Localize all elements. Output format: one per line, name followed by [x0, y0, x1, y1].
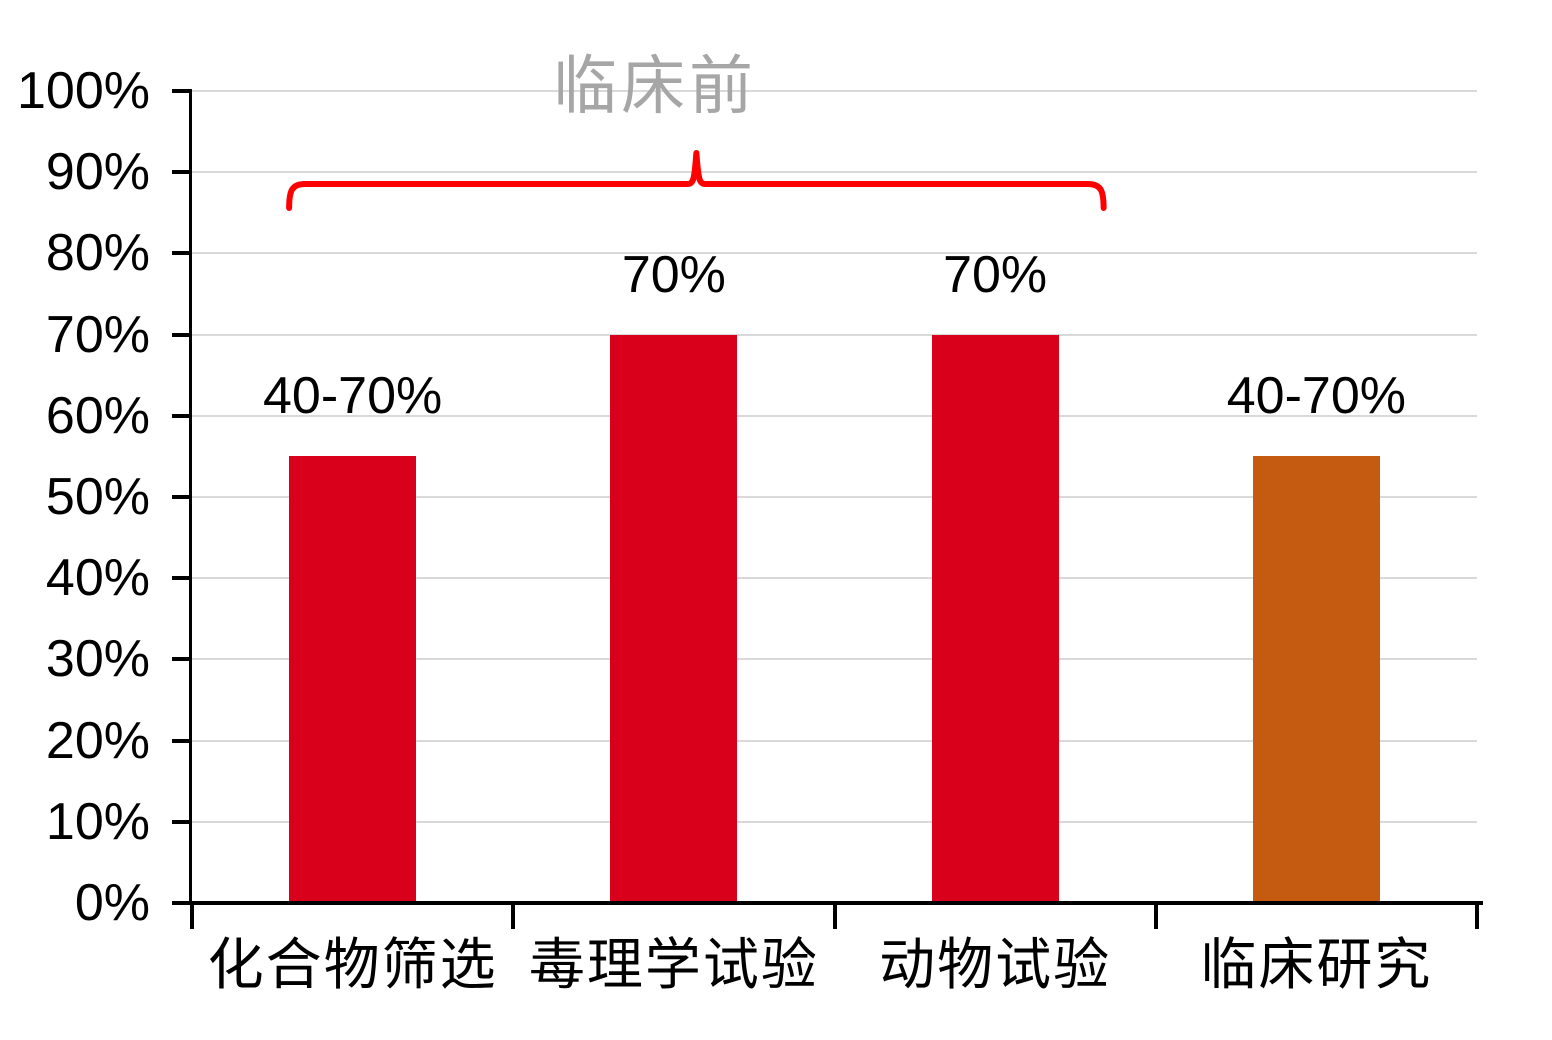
y-axis-tick-label: 80% [45, 224, 150, 283]
y-axis-tick-label: 50% [45, 468, 150, 526]
y-axis-tick-label: 40% [45, 549, 150, 608]
y-axis-tick-label: 10% [45, 792, 150, 851]
y-axis-tick [172, 657, 192, 662]
bar-value-label: 40-70% [263, 367, 443, 426]
y-axis-tick-label: 30% [45, 630, 150, 689]
bar [289, 456, 417, 903]
y-axis-tick [172, 332, 192, 337]
gridline [192, 252, 1477, 255]
gridline [192, 658, 1477, 661]
gridline [192, 333, 1477, 336]
y-axis-tick-label: 60% [45, 386, 150, 445]
bar [1252, 456, 1380, 903]
x-axis-category-label: 动物试验 [879, 935, 1112, 997]
y-axis-tick [172, 495, 192, 499]
bar [931, 334, 1059, 903]
y-axis-tick-label: 70% [45, 305, 150, 364]
y-axis-tick [172, 576, 192, 581]
x-axis-tick [832, 903, 837, 929]
preclinical-annotation-label: 临床前 [553, 51, 757, 122]
gridline [192, 171, 1477, 174]
y-axis-tick-label: 90% [45, 143, 150, 202]
y-axis-line [189, 89, 192, 903]
x-axis-category-label: 毒理学试验 [528, 935, 819, 997]
x-axis-category-label: 临床研究 [1200, 935, 1433, 997]
bar-value-label: 40-70% [1226, 367, 1406, 426]
x-axis-tick [1475, 903, 1479, 929]
bar-value-label: 70% [943, 245, 1048, 304]
y-axis-tick [172, 170, 192, 175]
gridline [192, 820, 1477, 823]
y-axis-tick [172, 413, 192, 418]
y-axis-tick [172, 819, 192, 824]
y-axis-tick-label: 100% [17, 62, 150, 120]
bar-value-label: 70% [621, 245, 726, 304]
y-axis-tick [172, 901, 192, 905]
gridline [192, 739, 1477, 742]
curly-brace-icon [286, 150, 1107, 211]
y-axis-tick [172, 89, 192, 93]
y-axis-tick [172, 738, 192, 743]
x-axis-category-label: 化合物筛选 [207, 935, 498, 997]
x-axis-line [189, 901, 1483, 905]
y-axis-tick [172, 251, 192, 256]
x-axis-tick [190, 903, 194, 929]
x-axis-tick [1153, 903, 1158, 929]
gridline [192, 577, 1477, 580]
gridline [192, 496, 1477, 498]
bar [610, 334, 738, 903]
y-axis-tick-label: 20% [45, 711, 150, 770]
gridline [192, 414, 1477, 417]
y-axis-tick-label: 0% [74, 874, 150, 932]
x-axis-tick [511, 903, 516, 929]
gridline [192, 90, 1477, 92]
